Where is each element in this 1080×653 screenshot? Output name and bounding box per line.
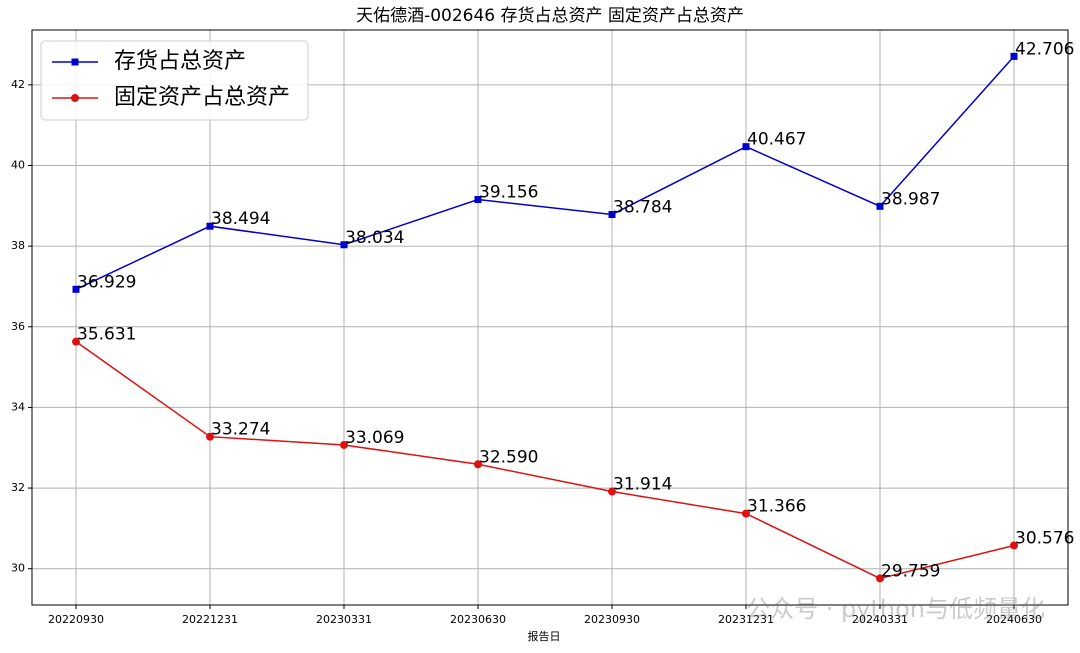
x-tick-label: 20230630 bbox=[450, 613, 506, 626]
x-tick-label: 20240630 bbox=[986, 613, 1042, 626]
x-tick-label: 20221231 bbox=[182, 613, 238, 626]
y-tick-label: 36 bbox=[11, 320, 25, 333]
marker bbox=[608, 487, 616, 496]
data-label: 38.784 bbox=[613, 198, 672, 218]
data-label: 38.987 bbox=[881, 189, 940, 209]
data-label: 29.759 bbox=[881, 561, 940, 581]
marker bbox=[206, 432, 214, 441]
marker bbox=[876, 574, 884, 583]
marker bbox=[72, 285, 80, 293]
marker bbox=[742, 143, 750, 151]
series-line bbox=[75, 341, 1015, 580]
data-label: 33.274 bbox=[211, 420, 270, 440]
data-label: 31.914 bbox=[613, 475, 672, 495]
data-label: 39.156 bbox=[479, 183, 538, 203]
x-axis-label: 报告日 bbox=[528, 629, 561, 643]
y-tick-label: 40 bbox=[11, 158, 25, 171]
marker bbox=[340, 440, 348, 449]
marker bbox=[1010, 52, 1018, 60]
data-label: 33.069 bbox=[345, 428, 404, 448]
x-tick-label: 20220930 bbox=[48, 613, 104, 626]
marker bbox=[608, 211, 616, 219]
data-label: 38.494 bbox=[211, 209, 270, 229]
marker bbox=[71, 58, 79, 66]
data-label: 31.366 bbox=[747, 497, 806, 517]
data-label: 30.576 bbox=[1015, 528, 1074, 548]
x-tick-label: 20230331 bbox=[316, 613, 372, 626]
marker bbox=[742, 509, 750, 518]
plot-frame bbox=[31, 29, 1069, 606]
data-label: 38.034 bbox=[345, 228, 404, 248]
chart-title: 天佑德酒-002646 存货占总资产 固定资产占总资产 bbox=[356, 6, 744, 26]
marker bbox=[206, 222, 214, 230]
data-label: 32.590 bbox=[479, 447, 538, 467]
x-tick-label: 20231231 bbox=[718, 613, 774, 626]
y-tick-label: 30 bbox=[11, 562, 25, 575]
marker bbox=[340, 241, 348, 249]
legend-label: 存货占总资产 bbox=[114, 49, 246, 74]
marker bbox=[1010, 541, 1018, 550]
data-label: 35.631 bbox=[77, 325, 136, 345]
marker bbox=[72, 337, 80, 346]
marker bbox=[474, 460, 482, 469]
marker bbox=[876, 202, 884, 210]
x-tick-label: 20240331 bbox=[852, 613, 908, 626]
legend-label: 固定资产占总资产 bbox=[114, 85, 290, 110]
data-label: 42.706 bbox=[1015, 39, 1074, 59]
series-line bbox=[75, 55, 1015, 290]
legend-box bbox=[40, 40, 309, 121]
marker bbox=[474, 196, 482, 204]
y-tick-label: 42 bbox=[11, 78, 25, 91]
y-tick-label: 38 bbox=[11, 239, 25, 252]
data-label: 36.929 bbox=[77, 272, 136, 292]
x-tick-label: 20230930 bbox=[584, 613, 640, 626]
watermark: 公众号 · python与低频量化 bbox=[746, 595, 1045, 623]
y-tick-label: 32 bbox=[11, 481, 25, 494]
y-tick-label: 34 bbox=[11, 400, 25, 413]
data-label: 40.467 bbox=[747, 130, 806, 150]
marker bbox=[71, 94, 79, 102]
